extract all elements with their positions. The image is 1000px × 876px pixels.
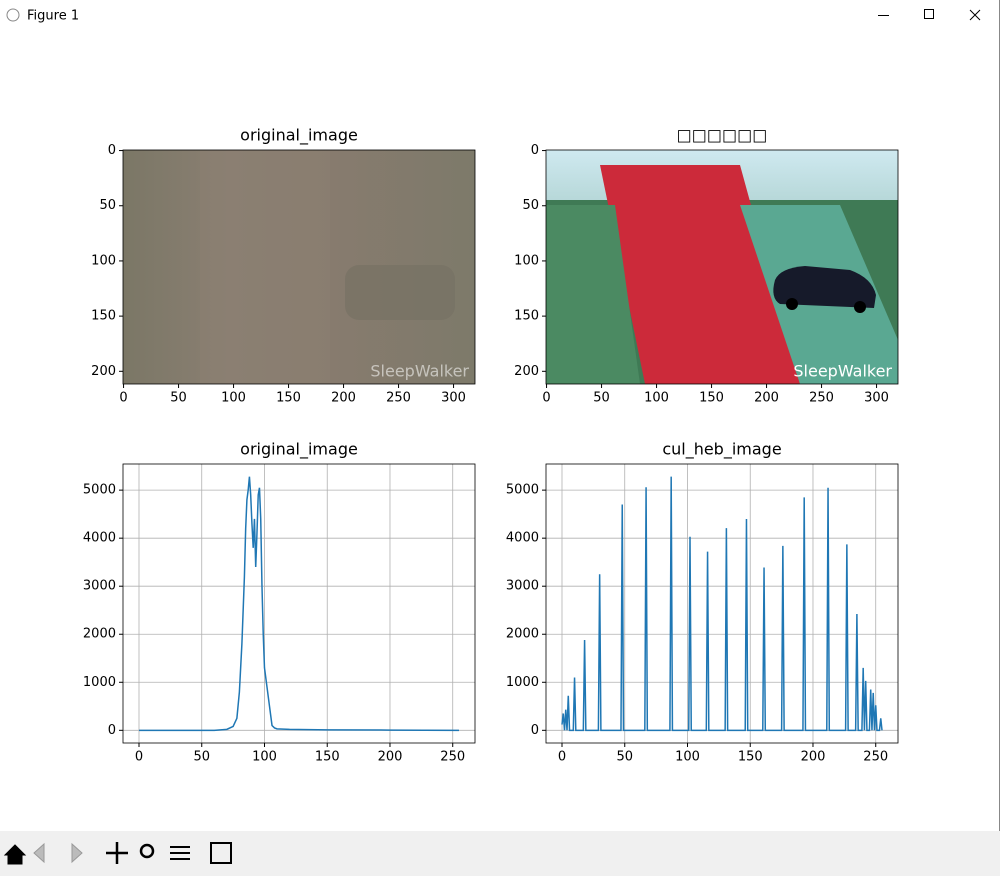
y-tick-label: 50 [99,198,116,213]
x-tick-label: 250 [863,750,888,765]
y-tick-label: 1000 [83,675,116,690]
x-tick-label: 200 [801,750,826,765]
y-tick-label: 5000 [83,483,116,498]
axes-frame [545,149,899,385]
x-tick-label: 100 [252,750,277,765]
x-tick-label: 250 [440,750,465,765]
y-tick-label: 1000 [506,675,539,690]
chart-title: □□□□□□ [677,126,768,145]
x-tick-label: 0 [542,391,550,406]
pan-button[interactable] [106,842,128,864]
x-tick-label: 200 [331,391,356,406]
app-icon [6,8,20,22]
x-tick-label: 300 [864,391,889,406]
home-button[interactable] [3,844,27,865]
save-button[interactable] [210,842,232,864]
chart-title: original_image [240,126,358,146]
x-tick-label: 0 [119,391,127,406]
data-line [561,476,883,732]
y-tick-label: 4000 [506,531,539,546]
window-title: Figure 1 [27,9,79,24]
watermark: SleepWalker [793,362,892,381]
x-tick-label: 0 [558,750,566,765]
y-tick-label: 100 [91,253,116,268]
y-tick-label: 0 [108,143,116,158]
axes-frame [545,463,899,744]
y-tick-label: 100 [514,253,539,268]
axes-frame [122,149,476,385]
y-tick-label: 200 [91,364,116,379]
title-bar [0,0,1000,31]
x-tick-label: 100 [221,391,246,406]
x-tick-label: 100 [675,750,700,765]
image-content [546,150,898,384]
x-tick-label: 150 [699,391,724,406]
y-tick-label: 0 [108,723,116,738]
x-tick-label: 150 [276,391,301,406]
x-tick-label: 300 [441,391,466,406]
x-tick-label: 50 [593,391,610,406]
forward-button[interactable] [71,842,83,864]
y-tick-label: 3000 [506,579,539,594]
maximize-button[interactable] [924,9,934,19]
y-tick-label: 0 [531,143,539,158]
x-tick-label: 100 [644,391,669,406]
data-line [139,476,460,732]
y-tick-label: 150 [91,309,116,324]
x-tick-label: 250 [386,391,411,406]
zoom-button[interactable] [139,843,155,859]
y-tick-label: 200 [514,364,539,379]
x-tick-label: 50 [170,391,187,406]
y-tick-label: 50 [522,198,539,213]
x-tick-label: 250 [809,391,834,406]
y-tick-label: 3000 [83,579,116,594]
x-tick-label: 0 [135,750,143,765]
x-tick-label: 150 [315,750,340,765]
y-tick-label: 4000 [83,531,116,546]
back-button[interactable] [33,842,45,864]
configure-button[interactable] [170,846,190,860]
y-tick-label: 5000 [506,483,539,498]
y-tick-label: 2000 [506,627,539,642]
chart-title: cul_heb_image [662,440,781,460]
x-tick-label: 200 [754,391,779,406]
close-button[interactable] [969,9,981,21]
axes-frame [122,463,476,744]
x-tick-label: 150 [738,750,763,765]
toolbar [0,831,1000,876]
image-content [123,150,475,384]
y-tick-label: 2000 [83,627,116,642]
watermark: SleepWalker [370,362,469,381]
y-tick-label: 0 [531,723,539,738]
chart-title: original_image [240,440,358,460]
y-tick-label: 150 [514,309,539,324]
x-tick-label: 50 [193,750,210,765]
x-tick-label: 200 [378,750,403,765]
x-tick-label: 50 [616,750,633,765]
